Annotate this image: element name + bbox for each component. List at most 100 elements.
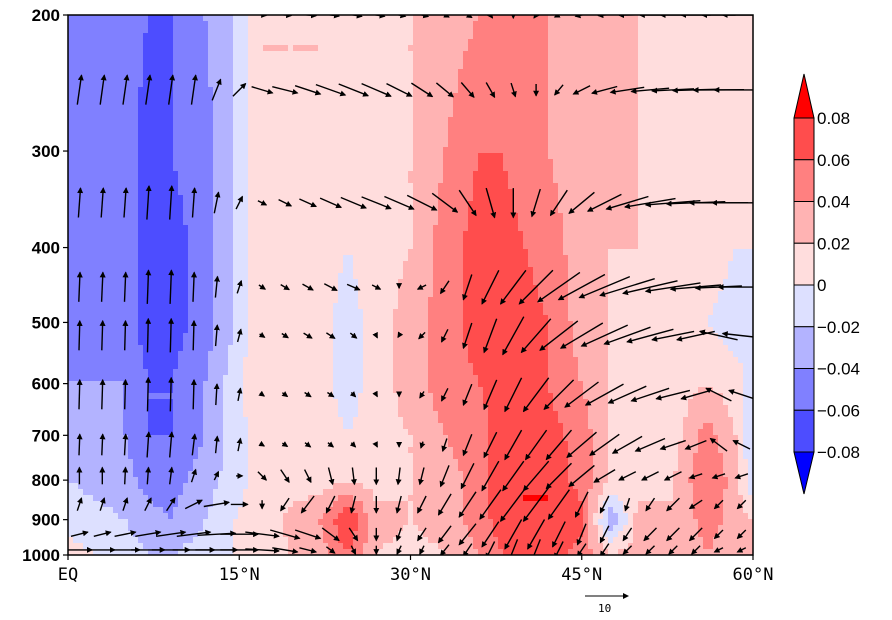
field-cell <box>238 69 244 76</box>
field-cell <box>663 111 669 118</box>
field-cell <box>348 201 354 208</box>
field-cell <box>133 93 139 100</box>
field-cell <box>478 81 484 88</box>
field-cell <box>543 207 549 214</box>
field-cell <box>703 57 709 64</box>
field-cell <box>143 93 149 100</box>
field-cell <box>673 153 679 160</box>
field-cell <box>173 63 179 70</box>
field-cell <box>548 159 554 166</box>
field-cell <box>648 141 654 148</box>
field-cell <box>223 147 229 154</box>
field-cell <box>368 57 374 64</box>
field-cell <box>723 201 729 208</box>
field-cell <box>188 135 194 142</box>
field-cell <box>348 147 354 154</box>
field-cell <box>708 21 714 28</box>
field-cell <box>698 81 704 88</box>
field-cell <box>508 195 514 202</box>
field-cell <box>673 123 679 130</box>
field-cell <box>338 27 344 34</box>
field-cell <box>738 213 744 220</box>
field-cell <box>543 201 549 208</box>
field-cell <box>183 15 189 22</box>
field-cell <box>408 165 414 172</box>
field-cell <box>193 21 199 28</box>
field-cell <box>93 21 99 28</box>
field-cell <box>83 141 89 148</box>
field-cell <box>303 63 309 70</box>
field-cell <box>558 99 564 106</box>
field-cell <box>538 213 544 220</box>
field-cell <box>248 207 254 214</box>
field-cell <box>428 99 434 106</box>
field-cell <box>278 75 284 82</box>
field-cell <box>518 105 524 112</box>
field-cell <box>78 87 84 94</box>
field-cell <box>168 117 174 124</box>
field-cell <box>468 75 474 82</box>
field-cell <box>613 39 619 46</box>
field-cell <box>388 135 394 142</box>
field-cell <box>383 141 389 148</box>
field-cell <box>298 147 304 154</box>
field-cell <box>428 51 434 58</box>
field-cell <box>248 45 254 52</box>
field-cell <box>263 117 269 124</box>
field-cell <box>308 171 314 178</box>
field-cell <box>623 21 629 28</box>
field-cell <box>348 117 354 124</box>
field-cell <box>323 153 329 160</box>
field-cell <box>343 147 349 154</box>
field-cell <box>253 69 259 76</box>
field-cell <box>278 63 284 70</box>
field-cell <box>673 63 679 70</box>
field-cell <box>363 99 369 106</box>
field-cell <box>568 123 574 130</box>
field-cell <box>433 219 439 226</box>
field-cell <box>273 39 279 46</box>
field-cell <box>438 117 444 124</box>
field-cell <box>73 99 79 106</box>
field-cell <box>118 165 124 172</box>
field-cell <box>408 105 414 112</box>
field-cell <box>448 69 454 76</box>
field-cell <box>478 177 484 184</box>
field-cell <box>393 111 399 118</box>
field-cell <box>603 39 609 46</box>
field-cell <box>233 45 239 52</box>
field-cell <box>718 117 724 124</box>
field-cell <box>303 51 309 58</box>
field-cell <box>643 63 649 70</box>
field-cell <box>653 63 659 70</box>
field-cell <box>228 51 234 58</box>
field-cell <box>683 195 689 202</box>
field-cell <box>698 63 704 70</box>
field-cell <box>198 207 204 214</box>
field-cell <box>88 63 94 70</box>
field-cell <box>308 141 314 148</box>
field-cell <box>648 207 654 214</box>
field-cell <box>118 105 124 112</box>
field-cell <box>113 219 119 226</box>
field-cell <box>83 171 89 178</box>
field-cell <box>473 225 479 232</box>
field-cell <box>463 213 469 220</box>
field-cell <box>558 129 564 136</box>
field-cell <box>268 117 274 124</box>
field-cell <box>658 39 664 46</box>
field-cell <box>158 183 164 190</box>
field-cell <box>113 147 119 154</box>
field-cell <box>328 63 334 70</box>
field-cell <box>583 195 589 202</box>
field-cell <box>238 201 244 208</box>
field-cell <box>593 51 599 58</box>
field-cell <box>628 165 634 172</box>
field-cell <box>288 117 294 124</box>
field-cell <box>223 129 229 136</box>
field-cell <box>578 15 584 22</box>
field-cell <box>198 39 204 46</box>
field-cell <box>713 213 719 220</box>
field-cell <box>683 105 689 112</box>
field-cell <box>548 141 554 148</box>
